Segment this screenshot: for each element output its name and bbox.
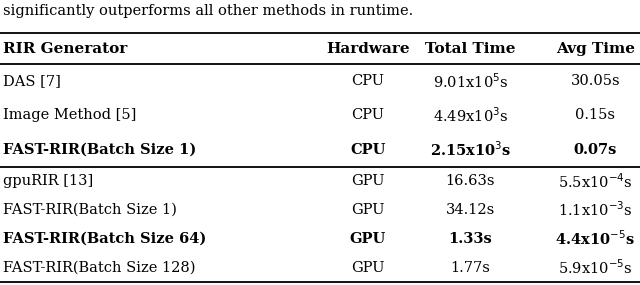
Text: significantly outperforms all other methods in runtime.: significantly outperforms all other meth… xyxy=(3,4,413,18)
Text: FAST-RIR(Batch Size 128): FAST-RIR(Batch Size 128) xyxy=(3,261,196,275)
Text: 4.4x10$^{-5}$s: 4.4x10$^{-5}$s xyxy=(556,229,635,248)
Text: 0.15s: 0.15s xyxy=(575,108,615,123)
Text: 9.01x10$^5$s: 9.01x10$^5$s xyxy=(433,72,508,91)
Text: 5.5x10$^{-4}$s: 5.5x10$^{-4}$s xyxy=(558,172,632,190)
Text: Avg Time: Avg Time xyxy=(556,42,635,56)
Text: 30.05s: 30.05s xyxy=(570,74,620,88)
Text: 5.9x10$^{-5}$s: 5.9x10$^{-5}$s xyxy=(558,258,632,277)
Text: FAST-RIR(Batch Size 1): FAST-RIR(Batch Size 1) xyxy=(3,203,177,217)
Text: GPU: GPU xyxy=(350,232,386,246)
Text: GPU: GPU xyxy=(351,203,385,217)
Text: 4.49x10$^3$s: 4.49x10$^3$s xyxy=(433,106,508,125)
Text: 0.07s: 0.07s xyxy=(573,142,617,157)
Text: 1.33s: 1.33s xyxy=(449,232,492,246)
Text: RIR Generator: RIR Generator xyxy=(3,42,127,56)
Text: 1.1x10$^{-3}$s: 1.1x10$^{-3}$s xyxy=(558,201,632,219)
Text: Total Time: Total Time xyxy=(425,42,516,56)
Text: 1.77s: 1.77s xyxy=(451,261,490,275)
Text: gpuRIR [13]: gpuRIR [13] xyxy=(3,174,93,188)
Text: CPU: CPU xyxy=(351,108,385,123)
Text: 2.15x10$^3$s: 2.15x10$^3$s xyxy=(429,140,511,159)
Text: 34.12s: 34.12s xyxy=(446,203,495,217)
Text: DAS [7]: DAS [7] xyxy=(3,74,61,88)
Text: Image Method [5]: Image Method [5] xyxy=(3,108,136,123)
Text: CPU: CPU xyxy=(350,142,386,157)
Text: GPU: GPU xyxy=(351,174,385,188)
Text: GPU: GPU xyxy=(351,261,385,275)
Text: CPU: CPU xyxy=(351,74,385,88)
Text: FAST-RIR(Batch Size 64): FAST-RIR(Batch Size 64) xyxy=(3,232,207,246)
Text: 16.63s: 16.63s xyxy=(445,174,495,188)
Text: Hardware: Hardware xyxy=(326,42,410,56)
Text: FAST-RIR(Batch Size 1): FAST-RIR(Batch Size 1) xyxy=(3,142,196,157)
